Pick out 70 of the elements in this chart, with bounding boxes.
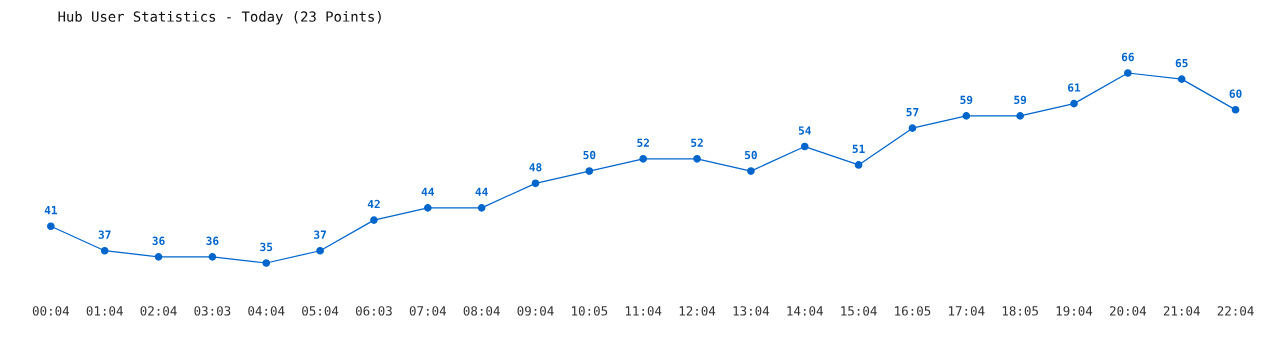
x-tick-label: 13:04 — [733, 306, 770, 316]
x-tick-label: 16:05 — [895, 306, 931, 316]
point — [747, 167, 755, 175]
point — [47, 222, 55, 231]
point — [154, 253, 163, 261]
data-label: 59 — [960, 95, 973, 105]
data-label: 61 — [1068, 83, 1081, 92]
data-label: 51 — [852, 144, 865, 154]
x-tick-label: 01:04 — [86, 306, 123, 316]
x-tick-label: 19:04 — [1056, 306, 1093, 316]
point — [854, 161, 863, 169]
point — [585, 167, 594, 175]
point — [370, 216, 378, 224]
point — [423, 204, 432, 212]
x-tick-label: 06:03 — [355, 306, 392, 316]
data-label: 52 — [637, 138, 649, 147]
x-tick-label: 08:04 — [463, 306, 500, 316]
x-tick-label: 14:04 — [787, 306, 823, 316]
data-label: 57 — [906, 108, 919, 117]
x-tick-label: 18:05 — [1002, 306, 1038, 316]
point — [477, 204, 486, 212]
data-label: 36 — [152, 236, 165, 246]
point — [1070, 99, 1078, 108]
x-tick-label: 11:04 — [625, 306, 662, 316]
x-tick-label: 12:04 — [679, 306, 716, 316]
point — [693, 154, 701, 163]
data-label: 50 — [583, 150, 596, 160]
data-label: 37 — [98, 230, 111, 239]
data-label: 50 — [744, 150, 757, 160]
data-label: 66 — [1121, 52, 1134, 62]
point — [639, 154, 648, 163]
x-tick-label: 02:04 — [140, 306, 177, 316]
point — [531, 179, 540, 188]
data-label: 36 — [206, 236, 219, 246]
x-tick-label: 04:04 — [248, 306, 285, 316]
x-tick-label: 17:04 — [948, 306, 985, 316]
data-label: 44 — [475, 187, 488, 196]
data-label: 37 — [314, 230, 326, 239]
data-label: 54 — [798, 126, 811, 135]
point — [962, 112, 971, 120]
data-label: 52 — [691, 138, 703, 147]
x-tick-label: 05:04 — [302, 306, 339, 316]
point — [208, 253, 217, 261]
point — [1124, 69, 1132, 77]
point — [1016, 112, 1024, 120]
chart-title: Hub User Statistics - Today (23 Points) — [58, 11, 381, 25]
x-tick-label: 10:05 — [572, 306, 608, 316]
point — [800, 142, 809, 151]
data-label: 42 — [367, 199, 380, 209]
point — [908, 124, 917, 132]
data-label: 35 — [260, 242, 273, 252]
point — [100, 246, 109, 255]
x-tick-label: 00:04 — [32, 306, 70, 316]
point — [316, 246, 324, 255]
data-label: 41 — [44, 206, 58, 215]
data-label: 44 — [421, 187, 434, 196]
x-tick-label: 09:04 — [517, 306, 554, 316]
data-label: 48 — [529, 163, 542, 172]
x-tick-label: 22:04 — [1217, 306, 1254, 316]
x-tick-label: 20:04 — [1109, 306, 1147, 316]
x-tick-label: 15:04 — [841, 306, 877, 316]
point — [1231, 105, 1240, 114]
x-tick-label: 21:04 — [1163, 306, 1200, 316]
point — [1177, 75, 1186, 83]
point — [262, 259, 271, 267]
data-label: 60 — [1229, 89, 1242, 98]
x-tick-label: 03:03 — [194, 306, 231, 316]
data-label: 59 — [1014, 95, 1027, 105]
x-tick-label: 07:04 — [409, 306, 447, 316]
data-label: 65 — [1175, 58, 1188, 68]
